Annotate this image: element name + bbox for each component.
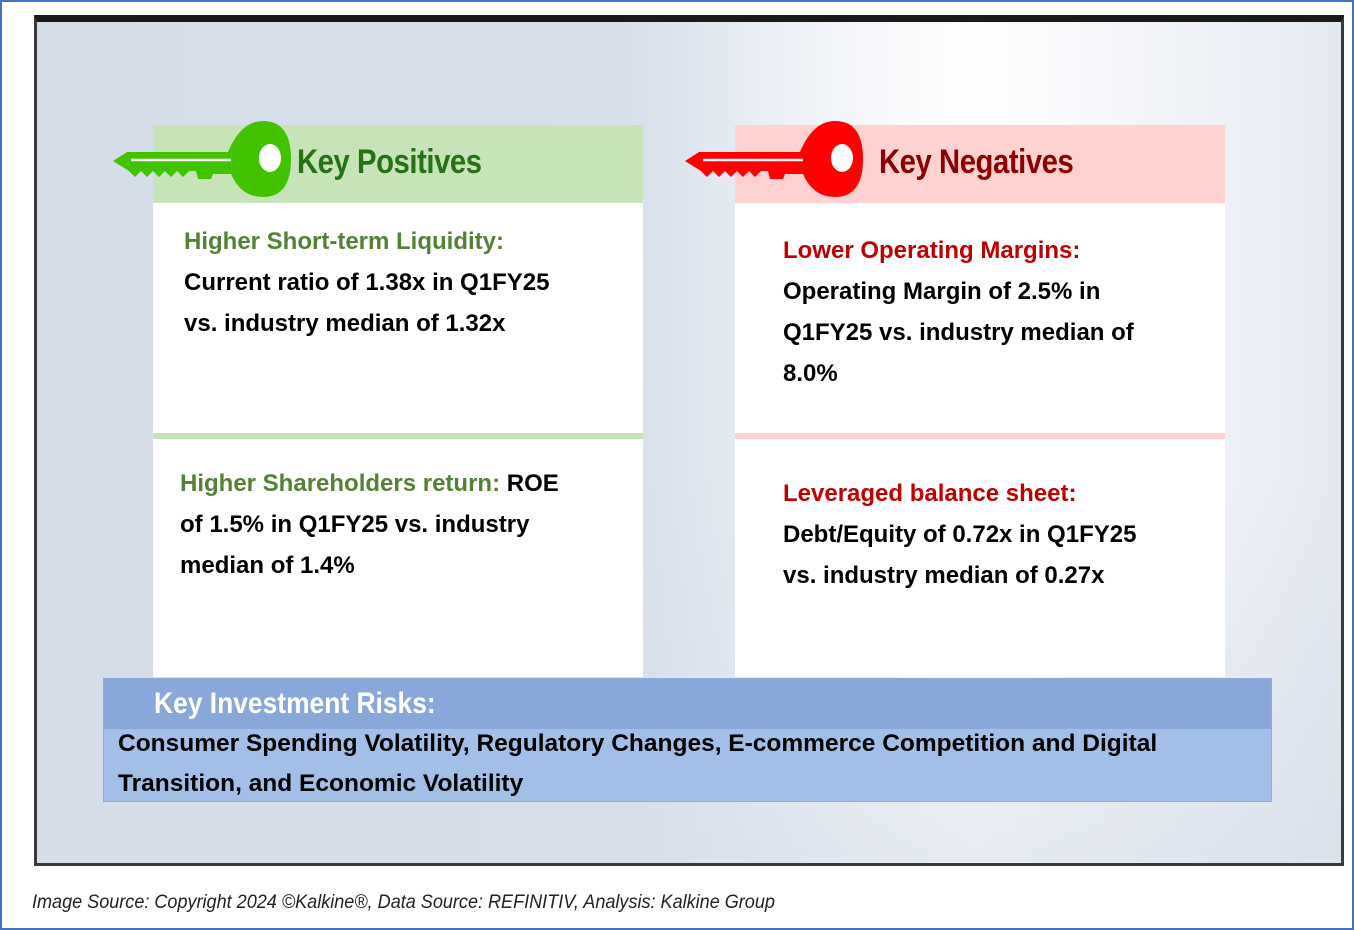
negative-point-text: Debt/Equity of 0.72x in Q1FY25 [783,514,1223,555]
negative-point-text: vs. industry median of 0.27x [783,555,1223,596]
slide: Key Positives Higher Short-term Liquidit… [34,15,1344,866]
key-positives-title: Key Positives [297,143,482,182]
key-investment-risks-text: Consumer Spending Volatility, Regulatory… [118,724,1268,804]
positive-point-text: vs. industry median of 1.32x [184,303,624,344]
negative-point-text: Operating Margin of 2.5% in [783,271,1223,312]
divider [153,433,643,439]
positive-point-liquidity: Higher Short-term Liquidity: Current rat… [184,221,624,344]
red-key-icon [685,119,870,199]
positive-point-label: Higher Short-term Liquidity: [184,228,504,255]
negative-point-label: Leveraged balance sheet: [783,480,1076,507]
positive-point-text: ROE [500,470,559,497]
negative-point-leverage: Leveraged balance sheet: Debt/Equity of … [783,473,1223,596]
risks-line: Consumer Spending Volatility, Regulatory… [118,724,1268,764]
positive-point-text: median of 1.4% [180,545,620,586]
negative-point-operating-margins: Lower Operating Margins: Operating Margi… [783,230,1223,394]
positive-point-label: Higher Shareholders return: [180,470,500,497]
positive-point-text: of 1.5% in Q1FY25 vs. industry [180,504,620,545]
key-negatives-title: Key Negatives [879,143,1073,182]
positive-point-shareholders-return: Higher Shareholders return: ROE of 1.5% … [180,463,620,586]
key-investment-risks-box: Key Investment Risks: Consumer Spending … [103,678,1272,802]
negative-point-text: Q1FY25 vs. industry median of [783,312,1223,353]
divider [735,433,1225,439]
key-investment-risks-title: Key Investment Risks: [154,687,436,721]
image-source-caption: Image Source: Copyright 2024 ©Kalkine®, … [32,892,775,914]
negative-point-label: Lower Operating Margins: [783,237,1080,264]
key-negatives-panel: Key Negatives Lower Operating Margins: O… [735,125,1225,677]
key-positives-panel: Key Positives Higher Short-term Liquidit… [153,125,643,677]
positive-point-text: Current ratio of 1.38x in Q1FY25 [184,262,624,303]
green-key-icon [113,119,298,199]
negative-point-text: 8.0% [783,353,1223,394]
risks-line: Transition, and Economic Volatility [118,764,1268,804]
key-investment-risks-header: Key Investment Risks: [104,679,1271,729]
